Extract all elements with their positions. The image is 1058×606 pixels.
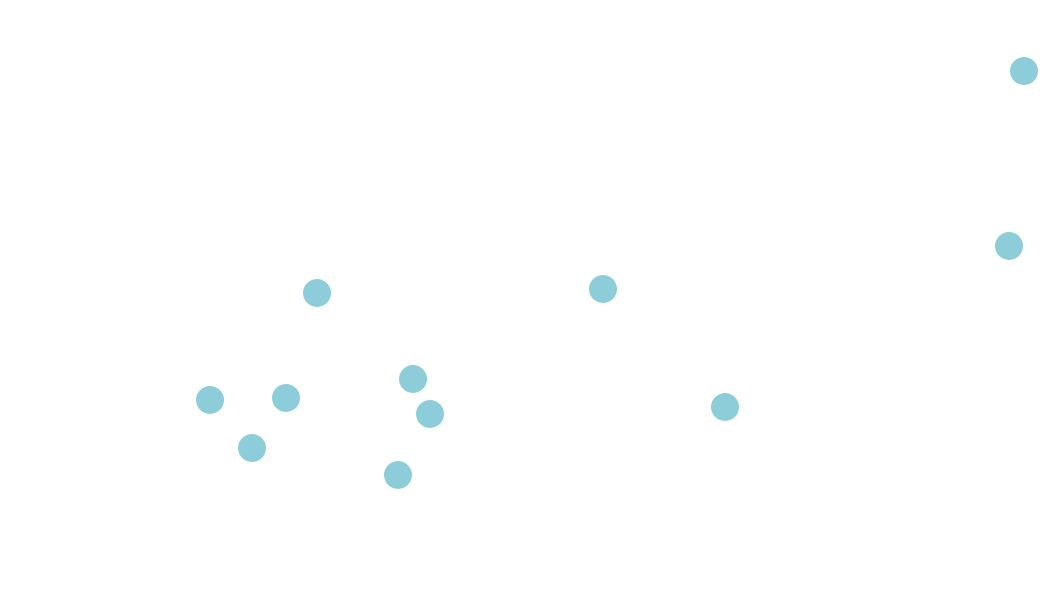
- point: [589, 275, 617, 303]
- point: [384, 461, 412, 489]
- point: [303, 279, 331, 307]
- point: [416, 400, 444, 428]
- point: [995, 232, 1023, 260]
- point: [238, 434, 266, 462]
- point: [272, 384, 300, 412]
- point: [399, 365, 427, 393]
- point: [711, 393, 739, 421]
- point: [196, 386, 224, 414]
- point: [1010, 57, 1038, 85]
